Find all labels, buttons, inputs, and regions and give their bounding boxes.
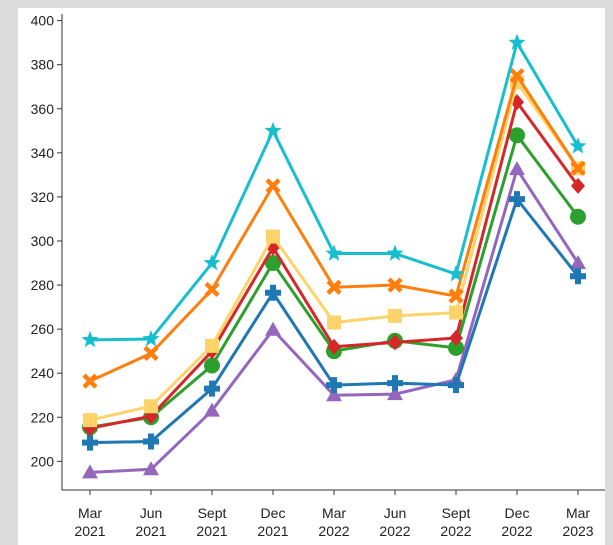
x-tick-label: Mar xyxy=(566,505,590,521)
marker xyxy=(509,127,525,144)
marker xyxy=(387,375,403,392)
marker xyxy=(387,386,403,401)
marker xyxy=(144,399,158,414)
marker xyxy=(265,284,281,301)
marker xyxy=(205,338,219,353)
y-tick-label: 380 xyxy=(31,57,55,73)
marker xyxy=(326,387,342,402)
x-tick-label: 2023 xyxy=(562,523,593,539)
y-tick-label: 200 xyxy=(31,453,55,469)
marker xyxy=(203,254,221,271)
x-tick-label: Mar xyxy=(322,505,346,521)
marker xyxy=(265,178,281,194)
y-tick-label: 280 xyxy=(31,277,55,293)
marker xyxy=(326,377,342,394)
marker xyxy=(570,255,586,270)
y-tick-label: 400 xyxy=(31,13,55,29)
marker xyxy=(264,121,282,139)
marker xyxy=(266,229,280,244)
marker xyxy=(570,208,586,225)
marker xyxy=(508,33,526,50)
x-tick-label: Jun xyxy=(140,505,163,521)
marker xyxy=(447,265,465,282)
x-tick-label: 2021 xyxy=(74,523,105,539)
marker xyxy=(387,277,403,293)
marker xyxy=(204,380,220,397)
y-tick-label: 220 xyxy=(31,409,55,425)
x-tick-label: 2021 xyxy=(196,523,227,539)
marker xyxy=(448,339,464,356)
x-tick-label: Dec xyxy=(505,505,530,521)
marker xyxy=(82,464,98,479)
x-tick-label: 2022 xyxy=(318,523,349,539)
marker xyxy=(326,279,342,295)
marker xyxy=(143,433,159,450)
marker xyxy=(142,330,160,347)
marker xyxy=(449,305,463,320)
marker xyxy=(81,330,99,348)
marker xyxy=(448,377,464,394)
marker xyxy=(325,244,343,261)
marker xyxy=(386,244,404,261)
marker xyxy=(204,281,220,298)
y-tick-label: 260 xyxy=(31,321,55,337)
x-tick-label: Sept xyxy=(442,505,471,521)
marker xyxy=(509,161,525,176)
marker xyxy=(327,338,341,355)
x-tick-label: Mar xyxy=(78,505,102,521)
y-tick-label: 360 xyxy=(31,101,55,117)
marker xyxy=(388,334,402,351)
x-tick-label: 2021 xyxy=(257,523,288,539)
marker xyxy=(569,137,587,154)
x-tick-label: Jun xyxy=(384,505,407,521)
y-tick-label: 240 xyxy=(31,365,55,381)
x-tick-label: 2022 xyxy=(440,523,471,539)
marker xyxy=(509,191,525,208)
y-tick-label: 340 xyxy=(31,145,55,161)
marker xyxy=(82,434,98,451)
x-tick-label: 2021 xyxy=(135,523,166,539)
marker xyxy=(327,315,341,330)
marker xyxy=(143,345,159,361)
marker xyxy=(449,329,463,346)
marker xyxy=(204,402,220,417)
marker xyxy=(82,373,98,389)
marker xyxy=(143,461,159,476)
x-tick-label: 2022 xyxy=(379,523,410,539)
y-tick-label: 300 xyxy=(31,233,55,249)
x-tick-label: Dec xyxy=(261,505,286,521)
marker xyxy=(571,177,585,194)
y-tick-label: 320 xyxy=(31,189,55,205)
x-tick-label: Sept xyxy=(198,505,227,521)
plot-background xyxy=(18,8,605,545)
marker xyxy=(204,357,220,374)
marker xyxy=(388,308,402,323)
x-tick-label: 2022 xyxy=(501,523,532,539)
marker xyxy=(265,255,281,272)
marker xyxy=(570,268,586,285)
marker xyxy=(570,160,586,176)
marker xyxy=(83,413,97,428)
marker xyxy=(265,321,281,336)
marker xyxy=(509,68,525,84)
marker xyxy=(448,288,464,304)
